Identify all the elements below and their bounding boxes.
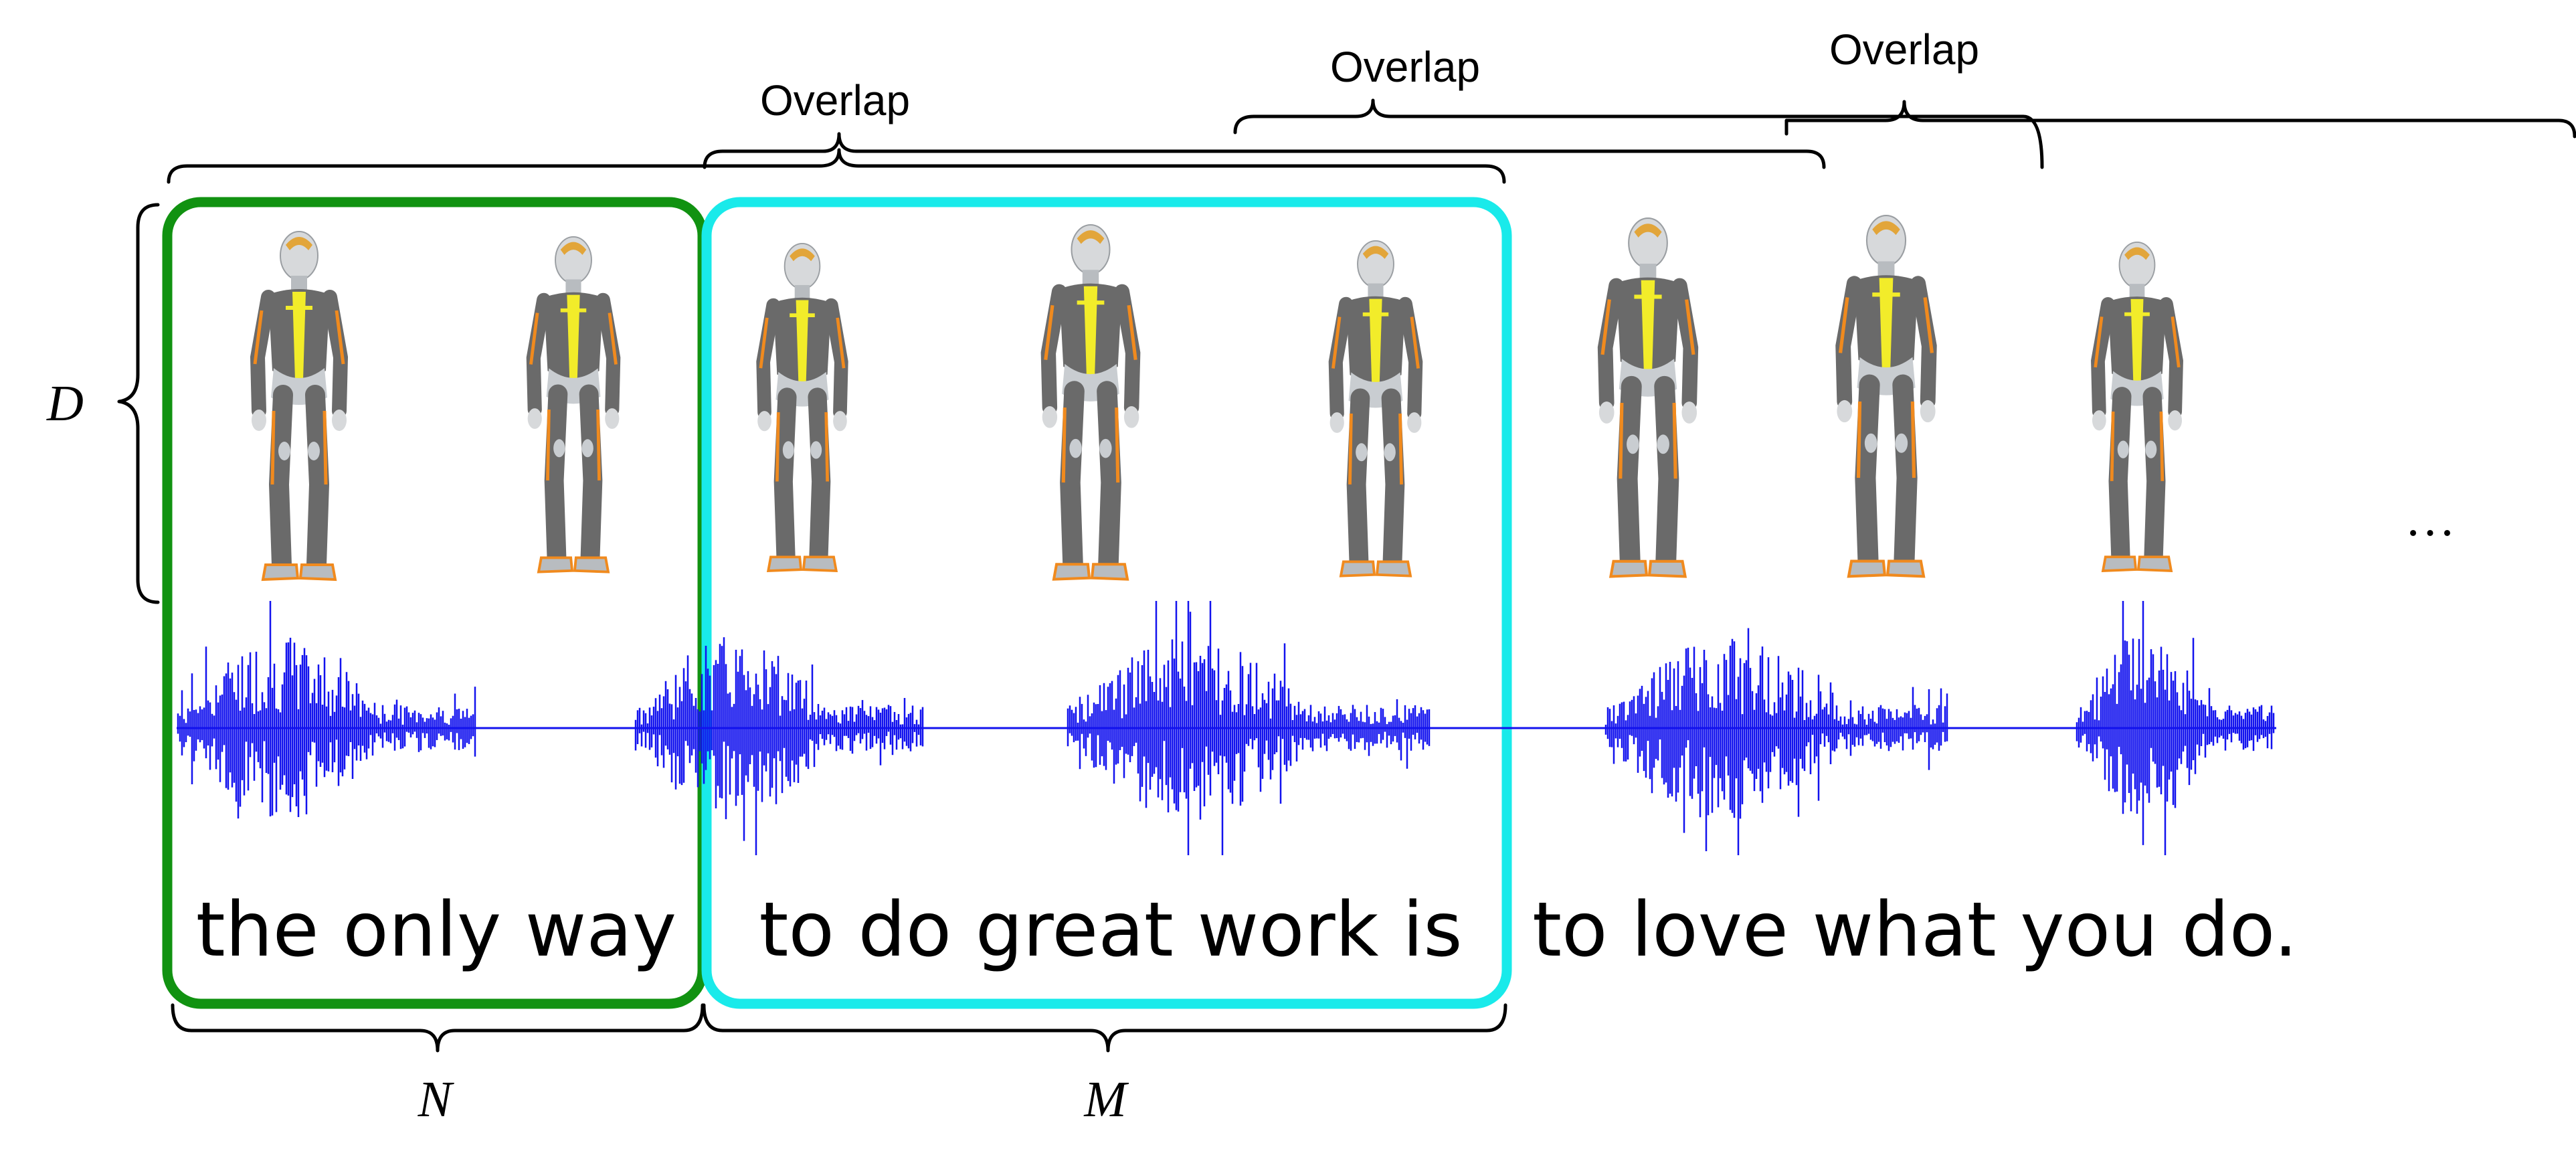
avatar-pose-5 xyxy=(1330,241,1422,576)
avatar-pose-2 xyxy=(528,237,620,572)
avatar-pose-1 xyxy=(252,232,347,580)
overlap-brace-1 xyxy=(167,148,1506,184)
avatar-pose-8 xyxy=(2092,242,2182,571)
overlap-brace-4 xyxy=(1784,100,2576,139)
n-brace xyxy=(171,1003,705,1053)
d-brace xyxy=(117,203,160,604)
overlap-label-3: Overlap xyxy=(1829,25,1979,74)
avatar-pose-4 xyxy=(1042,225,1139,580)
avatar-pose-3 xyxy=(757,244,847,571)
segment-m-text: to do great work is xyxy=(759,887,1462,974)
segment-3-text: to love what you do. xyxy=(1532,887,2298,974)
avatar-pose-6 xyxy=(1599,218,1697,576)
d-symbol: D xyxy=(46,375,84,432)
segment-m-box xyxy=(701,197,1512,1009)
m-symbol: M xyxy=(1083,1071,1129,1128)
overlap-brace-3 xyxy=(1233,98,2044,169)
m-brace xyxy=(702,1003,1507,1053)
segment-n-box xyxy=(162,197,708,1009)
avatar-pose-7 xyxy=(1837,215,1935,576)
overlap-label-2: Overlap xyxy=(1330,43,1480,91)
overlap-brace-2 xyxy=(703,132,1826,169)
continuation-ellipsis: … xyxy=(2405,491,2456,547)
segment-n-text: the only way xyxy=(196,887,676,974)
overlap-label-1: Overlap xyxy=(760,76,910,124)
n-symbol: N xyxy=(418,1071,455,1128)
audio-waveform xyxy=(177,601,2275,855)
